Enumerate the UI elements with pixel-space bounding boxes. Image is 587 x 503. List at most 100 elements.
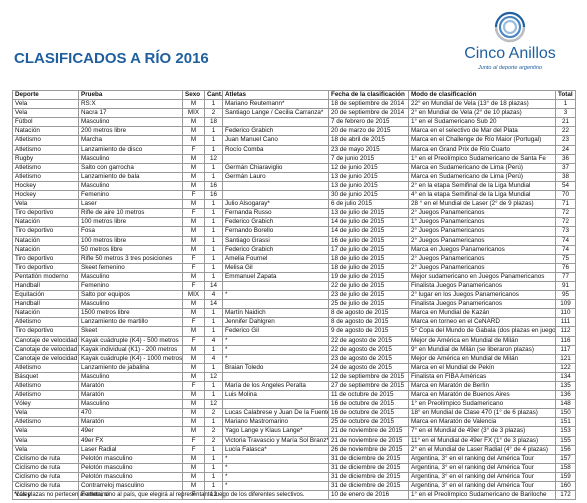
table-cell: Canotaje de velocidad <box>12 344 79 355</box>
table-cell: M <box>182 162 205 173</box>
table-cell: Maratón <box>78 380 183 392</box>
table-cell: Salto por equipos <box>78 290 183 301</box>
logo: Cinco Anillos Junto al deporte argentino <box>464 11 556 71</box>
table-cell: 72 <box>555 208 576 219</box>
table-cell: * <box>222 453 329 464</box>
table-cell: 7 de febrero de 2015 <box>328 117 409 128</box>
table-cell: 111 <box>555 317 576 328</box>
table-cell: 1° en Preolímpico Sudamericano <box>408 399 556 410</box>
table-cell: 23 de mayo 2015 <box>328 144 409 155</box>
table-cell: 25 de julio de 2015 <box>328 299 409 310</box>
table-cell: Marca en Maratón de Valencia <box>408 417 556 428</box>
table-cell: Canotaje de velocidad <box>12 335 79 346</box>
table-cell: María de los Ángeles Peralta <box>222 380 329 392</box>
table-cell: 37 <box>555 162 576 173</box>
table-cell: 28 ° en el Mundial de Laser (2° de 9 pla… <box>408 199 556 210</box>
table-cell: 4 <box>204 335 223 346</box>
table-cell <box>222 153 329 164</box>
table-cell: Finalista Juegos Panamericanos <box>408 299 556 310</box>
table-cell: Juan Manuel Cano <box>222 135 329 146</box>
table-cell: 1 <box>204 208 223 219</box>
table-cell: Marca en el Challenge de Río Maior (Port… <box>408 135 556 146</box>
table-cell: Marca en Juegos Panamericanos <box>408 244 556 255</box>
table-cell: 14 <box>204 280 223 292</box>
table-row: Vela Laser Radial F 1 Lucía Falasca* 26 de no… <box>12 444 576 455</box>
table-cell: 18 de septiembre de 2014 <box>328 99 409 110</box>
table-cell: 95 <box>555 290 576 301</box>
table-cell: Fútbol <box>12 117 79 128</box>
table-cell: F <box>182 317 205 328</box>
table-cell: 9° en Mundial de Milán (se liberaron pla… <box>408 344 556 355</box>
table-cell: 21 de noviembre de 2015 <box>328 426 409 437</box>
table-cell: Marca en el selectivo de Mar del Plata <box>408 126 556 137</box>
table-cell <box>222 190 329 201</box>
table-cell: F <box>182 190 205 201</box>
table-cell: Vela <box>12 435 79 446</box>
table-row: Canotaje de velocidad Kayak cuádruple (K4… <box>12 353 576 364</box>
table-cell: M <box>182 180 205 192</box>
table-row: Tiro deportivo Fosa M 1 Fernando Borello 14 d… <box>12 226 576 237</box>
table-row: Atletismo Lanzamiento de bala M 1 Germán Lau… <box>12 171 576 182</box>
logo-tagline: Junto al deporte argentino <box>477 65 542 71</box>
table-cell: Hockey <box>12 180 79 192</box>
table-cell: Lanzamiento de jabalina <box>78 362 183 373</box>
table-cell: Vela <box>12 108 79 119</box>
table-cell: 31 de diciembre de 2015 <box>328 481 409 492</box>
table-cell: 1° en el Preolímpico Sudamericano de San… <box>408 153 556 164</box>
table-cell: M <box>182 471 205 483</box>
table-cell: 13 de junio 2015 <box>328 171 409 182</box>
table-cell: F <box>182 380 205 392</box>
table-cell: MIX <box>182 108 205 119</box>
table-cell: 100 metros libre <box>78 235 183 246</box>
table-cell: Santiago Lange / Cecilia Carranza* <box>222 108 329 119</box>
table-cell: * <box>222 344 329 355</box>
table-cell: M <box>182 371 205 383</box>
table-cell: 13 de julio de 2015 <box>328 208 409 219</box>
table-cell: Handball <box>12 280 79 292</box>
table-cell: 151 <box>555 417 576 428</box>
table-cell: Marca en Mundial de Kazán <box>408 308 556 319</box>
table-body: Vela RS:X M 1 Mariano Reutemann* 18 de septie… <box>12 99 576 501</box>
table-row: Atletismo Salto con garrocha M 1 Germán Chia… <box>12 162 576 173</box>
table-cell: 1 <box>204 462 223 473</box>
table-cell: M <box>182 299 205 310</box>
table-cell: M <box>182 326 205 337</box>
table-cell: Luis Molina <box>222 390 329 401</box>
table-cell: * <box>222 335 329 346</box>
table-cell: Martín Naidich <box>222 308 329 319</box>
table-cell: Atletismo <box>12 162 79 173</box>
table-cell: M <box>182 235 205 246</box>
table-cell: 3 <box>555 108 576 119</box>
table-cell: Ciclismo de ruta <box>12 481 79 492</box>
table-cell: Marca en torneo en el CeNARD <box>408 317 556 328</box>
table-cell: 135 <box>555 380 576 392</box>
column-header: Deporte <box>12 89 79 101</box>
table-cell: 172 <box>555 490 576 501</box>
table-cell: 24 <box>555 144 576 155</box>
table-cell: 49er <box>78 426 183 437</box>
table-cell: 110 <box>555 308 576 319</box>
table-cell: Marca en Sudamericano de Lima (Perú) <box>408 171 556 182</box>
table-cell: 18 de julio de 2015 <box>328 262 409 273</box>
logo-name: Cinco Anillos <box>464 45 556 62</box>
table-cell: 1 <box>204 226 223 237</box>
table-cell: M <box>182 462 205 473</box>
table-cell: 1 <box>204 144 223 155</box>
table-cell: Natación <box>12 235 79 246</box>
table-cell: Argentina, 3° en el ranking del América … <box>408 471 556 483</box>
table-cell: Argentina, 3° en el ranking del América … <box>408 453 556 464</box>
table-cell: 23 <box>555 135 576 146</box>
table-cell: Atletismo <box>12 317 79 328</box>
table-cell: M <box>182 308 205 319</box>
table-cell: 2° en Mundial de Vela (2° de 10 plazas) <box>408 108 556 119</box>
column-header: Atletas <box>222 89 329 101</box>
table-cell: 30 de junio 2015 <box>328 190 409 201</box>
table-cell <box>222 117 329 128</box>
table-cell: Ciclismo de ruta <box>12 453 79 464</box>
table-cell: 16 <box>204 180 223 192</box>
table-cell: Natación <box>12 244 79 255</box>
table-cell: 22 de julio de 2015 <box>328 280 409 292</box>
table-cell <box>222 180 329 192</box>
table-cell: Mariano Reutemann* <box>222 99 329 110</box>
table-row: Ciclismo de ruta Contrarreloj masculino M 1… <box>12 481 576 492</box>
